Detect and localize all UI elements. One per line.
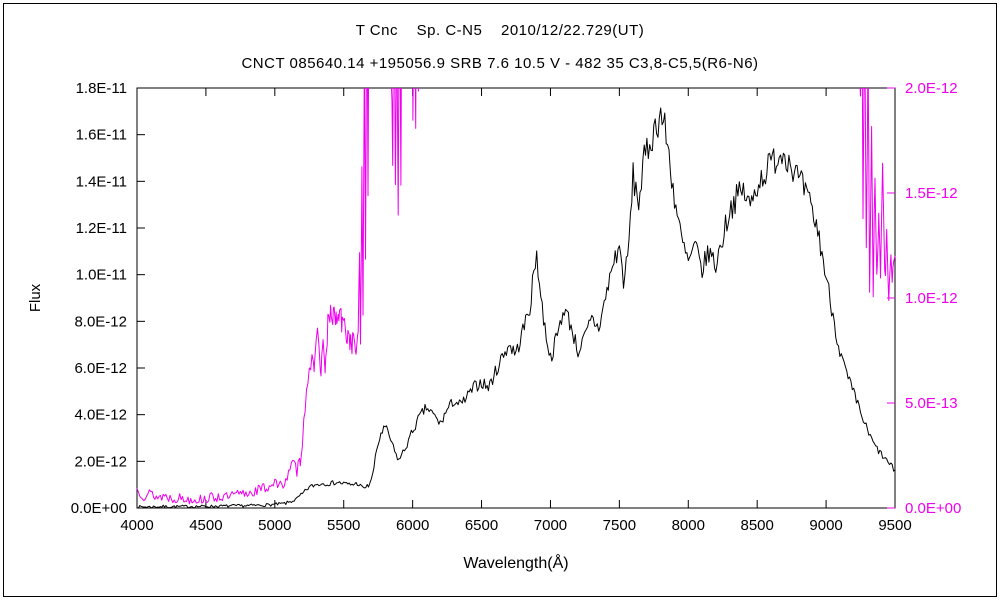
x-tick-label: 5000 — [258, 517, 291, 534]
left-axis-tick-label: 1.2E-11 — [76, 220, 127, 237]
left-axis-tick-label: 2.0E-12 — [74, 453, 127, 470]
plot-frame — [136, 87, 896, 509]
left-axis-tick-label: 1.4E-11 — [76, 173, 127, 190]
right-axis-tick-label: 2.0E-12 — [905, 80, 958, 97]
left-axis-tick-label: 1.0E-11 — [76, 267, 127, 284]
left-axis-tick-label: 4.0E-12 — [74, 407, 127, 424]
x-tick-label: 4000 — [120, 517, 153, 534]
left-axis-tick-label: 1.8E-11 — [76, 80, 127, 97]
x-tick-label: 6000 — [396, 517, 429, 534]
x-tick-label: 9000 — [809, 517, 842, 534]
right-axis-tick-label: 0.0E+00 — [905, 500, 961, 517]
right-axis-tick-label: 1.0E-12 — [905, 290, 958, 307]
spectrum-magenta — [136, 87, 896, 505]
x-tick-label: 5500 — [327, 517, 360, 534]
flux-axis-label: Flux — [27, 283, 44, 312]
x-tick-label: 6500 — [465, 517, 498, 534]
spectrum-black — [137, 107, 896, 509]
x-tick-label: 4500 — [189, 517, 222, 534]
left-axis-tick-label: 8.0E-12 — [74, 313, 127, 330]
left-axis-tick-label: 6.0E-12 — [74, 360, 127, 377]
chart-title: T Cnc Sp. C-N5 2010/12/22.729(UT) — [355, 22, 645, 39]
x-tick-label: 7000 — [534, 517, 567, 534]
left-axis-tick-label: 0.0E+00 — [71, 500, 127, 517]
x-tick-label: 8000 — [672, 517, 705, 534]
right-axis-tick-label: 1.5E-12 — [905, 185, 958, 202]
wavelength-axis-label: Wavelength(Å) — [463, 553, 568, 572]
chart-subtitle: CNCT 085640.14 +195056.9 SRB 7.6 10.5 V … — [241, 55, 759, 72]
right-axis-tick-label: 5.0E-13 — [905, 395, 958, 412]
x-tick-label: 7500 — [603, 517, 636, 534]
x-tick-label: 9500 — [878, 517, 911, 534]
x-tick-label: 8500 — [740, 517, 773, 534]
left-axis-tick-label: 1.6E-11 — [76, 127, 127, 144]
